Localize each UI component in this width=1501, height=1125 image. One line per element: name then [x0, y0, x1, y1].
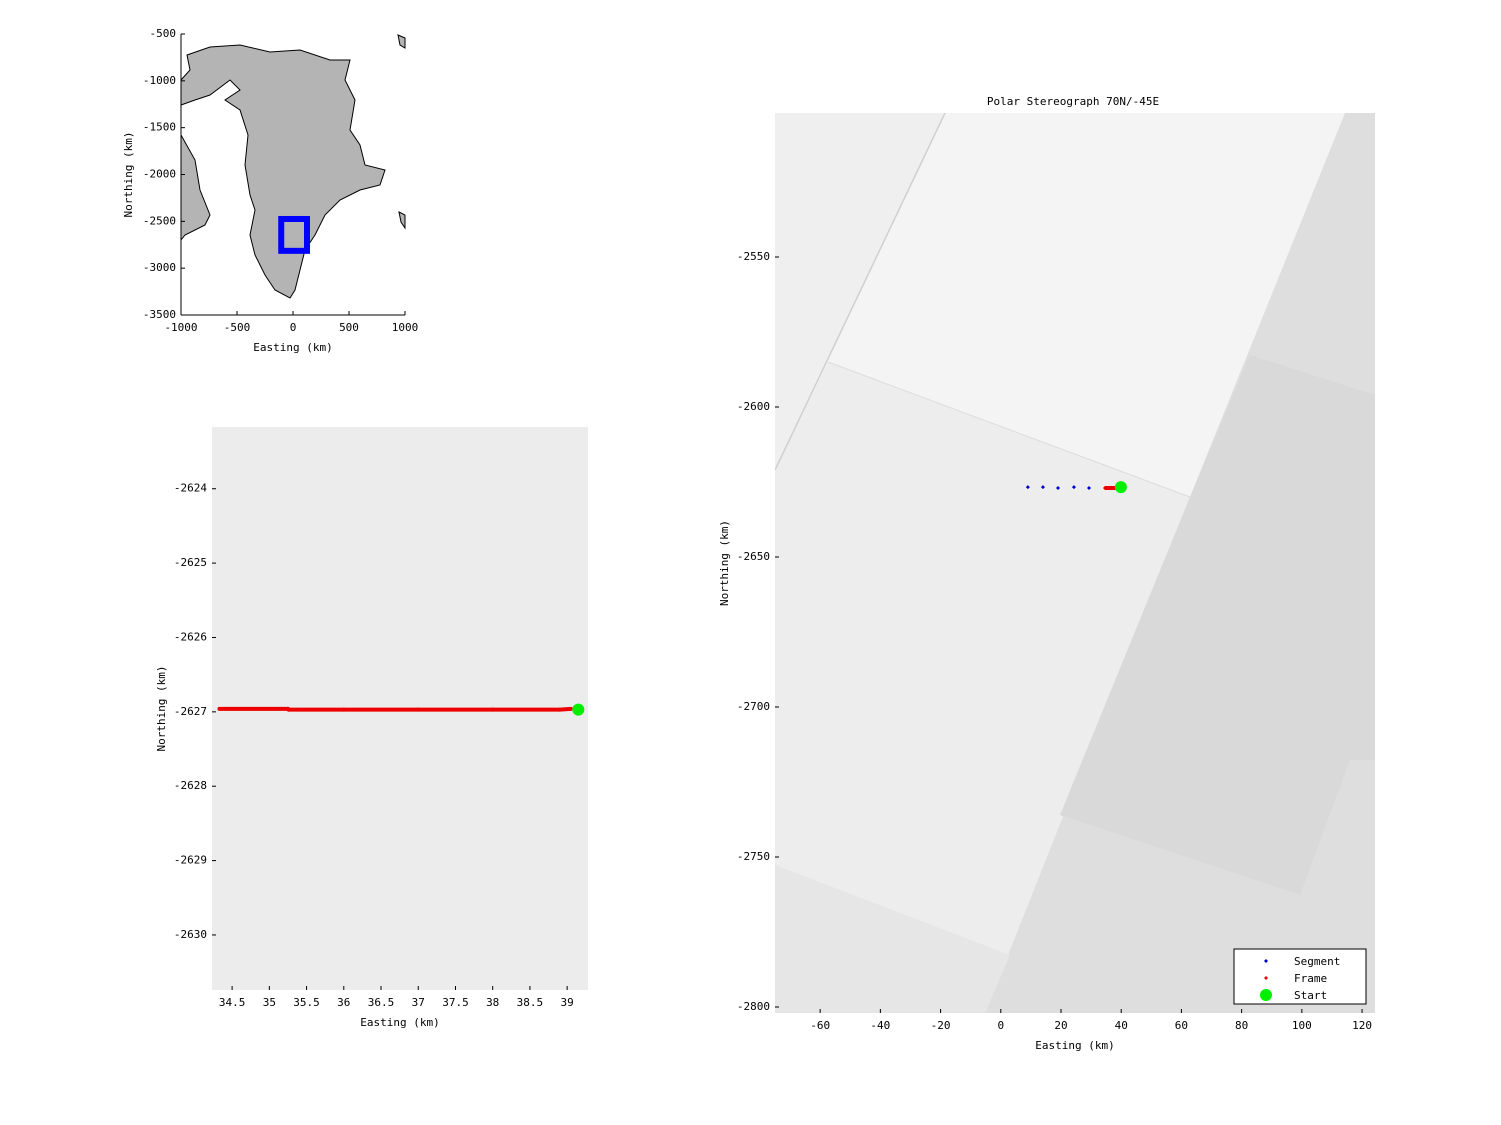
y-tick-label: -2626	[174, 630, 207, 643]
y-axis-label: Northing (km)	[122, 131, 135, 217]
x-tick-label: -20	[931, 1019, 951, 1032]
x-tick-label: 35.5	[293, 996, 320, 1009]
x-tick-label: 39	[561, 996, 574, 1009]
marker	[1108, 486, 1113, 490]
x-tick-label: 100	[1292, 1019, 1312, 1032]
marker	[1055, 486, 1060, 490]
x-tick-label: -60	[810, 1019, 830, 1032]
marker	[1114, 481, 1127, 494]
marker	[572, 703, 585, 716]
marker	[416, 707, 421, 712]
y-tick-label: -3000	[143, 261, 176, 274]
y-tick-label: -2700	[737, 700, 770, 713]
x-tick-label: 20	[1054, 1019, 1067, 1032]
x-tick-label: 37.5	[442, 996, 469, 1009]
y-tick-label: -2000	[143, 168, 176, 181]
x-tick-label: 0	[997, 1019, 1004, 1032]
marker	[286, 707, 291, 712]
marker	[1102, 486, 1107, 490]
y-axis-label: Northing (km)	[155, 665, 168, 751]
legend-marker	[1264, 959, 1268, 963]
legend-label: Start	[1294, 989, 1327, 1002]
marker	[1071, 485, 1076, 490]
imagery	[775, 113, 1375, 1013]
x-axis-label: Easting (km)	[253, 341, 332, 354]
region-box	[278, 215, 310, 254]
x-tick-label: 36	[337, 996, 350, 1009]
legend-marker	[1260, 989, 1272, 1001]
greenland-outline	[180, 34, 406, 299]
marker	[217, 706, 222, 711]
y-tick-label: -2750	[737, 850, 770, 863]
y-tick-label: -2800	[737, 1000, 770, 1013]
legend-label: Frame	[1294, 972, 1327, 985]
y-tick-label: -1000	[143, 74, 176, 87]
x-tick-label: 40	[1115, 1019, 1128, 1032]
x-tick-label: 120	[1352, 1019, 1372, 1032]
y-tick-label: -2629	[174, 854, 207, 867]
marker	[341, 707, 346, 712]
y-tick-label: -2628	[174, 779, 207, 792]
legend-marker	[1264, 976, 1268, 980]
y-tick-label: -3500	[143, 308, 176, 321]
legend-label: Segment	[1294, 955, 1340, 968]
y-tick-label: -2500	[143, 214, 176, 227]
series-line	[219, 706, 572, 712]
y-tick-label: -2650	[737, 550, 770, 563]
x-tick-label: 38	[486, 996, 499, 1009]
marker	[1086, 486, 1091, 490]
x-tick-label: 34.5	[219, 996, 246, 1009]
x-axis-label: Easting (km)	[360, 1016, 439, 1029]
y-tick-label: -2625	[174, 556, 207, 569]
y-tick-label: -1500	[143, 121, 176, 134]
x-tick-label: 80	[1235, 1019, 1248, 1032]
x-tick-label: -40	[870, 1019, 890, 1032]
x-tick-label: 0	[290, 321, 297, 334]
marker	[1040, 485, 1045, 490]
x-tick-label: 37	[412, 996, 425, 1009]
x-tick-label: 35	[263, 996, 276, 1009]
x-tick-label: 36.5	[368, 996, 395, 1009]
marker	[490, 707, 495, 712]
marker	[557, 707, 562, 712]
x-tick-label: 38.5	[517, 996, 544, 1009]
chart-title: Polar Stereograph 70N/-45E	[987, 95, 1159, 108]
x-tick-label: -1000	[164, 321, 197, 334]
y-axis-label: Northing (km)	[718, 520, 731, 606]
x-tick-label: 1000	[392, 321, 419, 334]
marker	[1025, 485, 1030, 490]
x-tick-label: 500	[339, 321, 359, 334]
y-tick-label: -2630	[174, 928, 207, 941]
y-tick-label: -2600	[737, 400, 770, 413]
x-tick-label: 60	[1175, 1019, 1188, 1032]
y-tick-label: -500	[150, 27, 177, 40]
x-tick-label: -500	[224, 321, 251, 334]
y-tick-label: -2550	[737, 250, 770, 263]
x-axis-label: Easting (km)	[1035, 1039, 1114, 1052]
y-tick-label: -2627	[174, 705, 207, 718]
y-tick-label: -2624	[174, 482, 207, 495]
marker	[568, 706, 573, 711]
legend-box	[1233, 948, 1367, 1005]
